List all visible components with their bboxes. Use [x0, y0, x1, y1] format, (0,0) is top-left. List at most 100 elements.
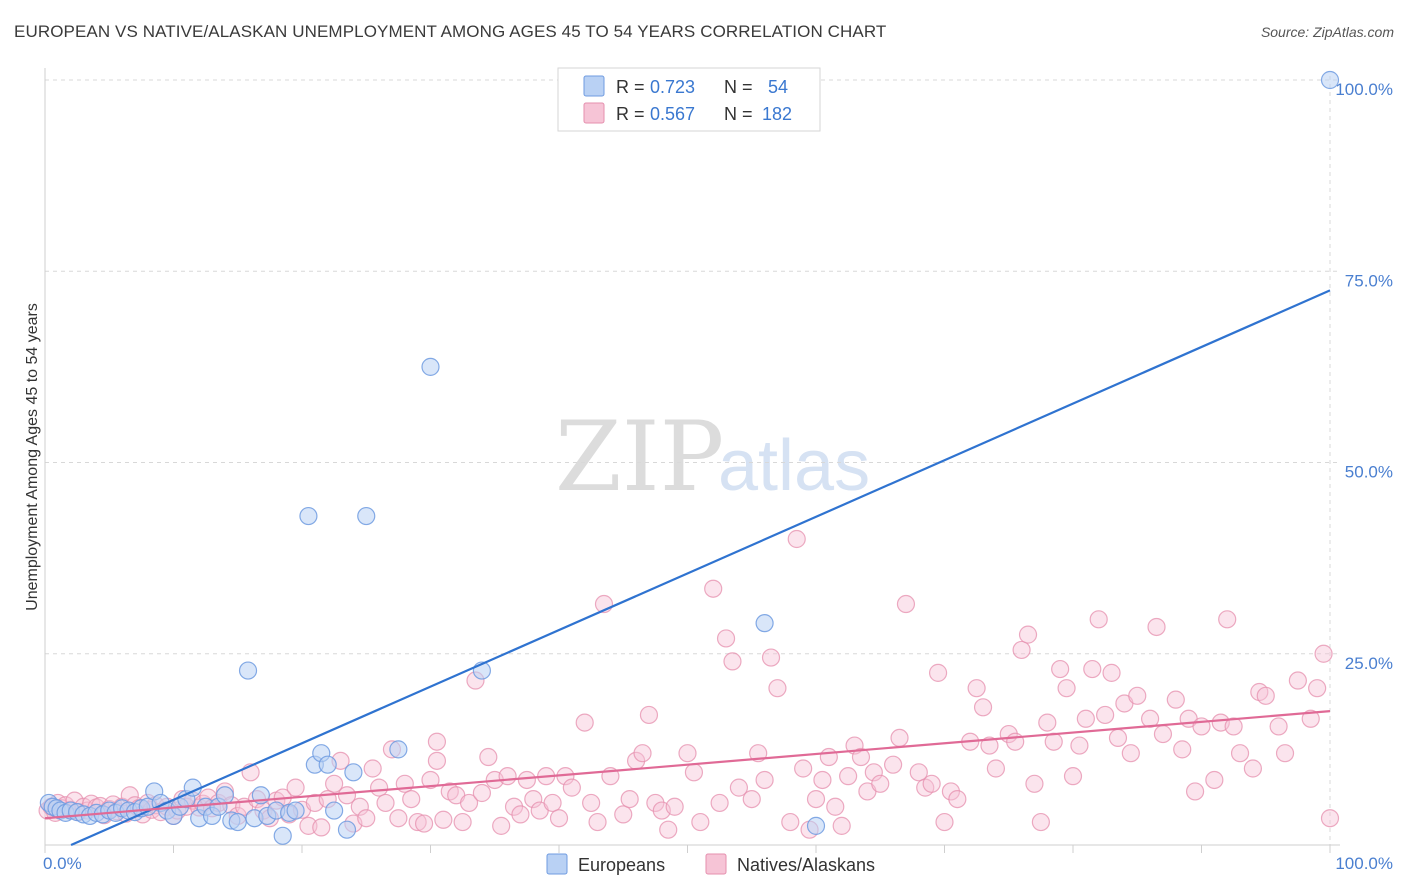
- bottom-legend: Europeans Natives/Alaskans: [546, 853, 875, 875]
- natives-point: [691, 812, 710, 832]
- natives-point: [620, 789, 639, 809]
- natives-point: [363, 759, 382, 778]
- natives-point: [1083, 659, 1102, 679]
- watermark-atlas: atlas: [718, 426, 870, 506]
- natives-point: [414, 814, 434, 833]
- natives-point: [851, 747, 871, 767]
- bottom-legend-label-natives: Natives/Alaskans: [737, 855, 875, 875]
- natives-point: [659, 820, 678, 839]
- natives-point: [928, 663, 948, 682]
- natives-point: [543, 793, 562, 813]
- natives-point: [1121, 744, 1140, 763]
- europeans-point: [215, 786, 234, 805]
- natives-point: [1051, 659, 1070, 679]
- natives-point: [948, 789, 967, 809]
- natives-point: [517, 770, 536, 790]
- europeans-point: [273, 826, 292, 845]
- natives-point: [935, 812, 954, 832]
- natives-point: [755, 770, 774, 790]
- europeans-point: [1320, 70, 1340, 90]
- natives-point: [1243, 759, 1263, 778]
- natives-point: [312, 818, 331, 837]
- legend-r-value-natives: 0.567: [650, 104, 695, 124]
- legend-n-label-europeans: N =: [724, 77, 753, 97]
- trend-layer: [44, 289, 1331, 847]
- natives-point: [614, 805, 633, 824]
- natives-point: [1025, 774, 1044, 793]
- natives-point: [370, 778, 389, 797]
- natives-point: [716, 629, 736, 648]
- natives-point: [890, 728, 909, 748]
- natives-point: [729, 778, 749, 797]
- legend-swatch-natives: [583, 102, 605, 124]
- natives-point: [325, 774, 344, 793]
- natives-point: [1063, 767, 1083, 786]
- natives-point: [813, 770, 832, 790]
- natives-point: [1166, 690, 1185, 709]
- natives-point: [896, 594, 916, 614]
- natives-point: [421, 770, 440, 790]
- europeans-point: [238, 661, 258, 680]
- natives-point: [402, 789, 421, 809]
- bottom-legend-swatch-natives: [705, 853, 727, 875]
- europeans-point: [299, 506, 318, 526]
- natives-point: [350, 797, 369, 816]
- axis-layer: 25.0% 50.0% 75.0% 100.0% 0.0% 100.0%: [43, 68, 1393, 873]
- natives-point: [871, 774, 890, 793]
- natives-point: [909, 763, 928, 782]
- natives-point: [1308, 679, 1327, 698]
- natives-point: [562, 778, 581, 797]
- x-tick-label: 100.0%: [1335, 854, 1393, 873]
- natives-point: [684, 763, 704, 782]
- legend-r-label-europeans: R =: [616, 77, 645, 97]
- natives-point: [986, 759, 1006, 778]
- natives-point: [408, 812, 427, 832]
- natives-point: [710, 793, 729, 813]
- europeans-point: [357, 506, 376, 526]
- natives-point: [1314, 644, 1333, 663]
- natives-point: [1031, 812, 1050, 832]
- natives-point: [1230, 744, 1250, 763]
- natives-point: [704, 579, 723, 598]
- natives-point: [1275, 744, 1295, 763]
- natives-point: [665, 797, 684, 816]
- natives-point: [1070, 736, 1089, 755]
- watermark-zip: ZIP: [555, 401, 724, 513]
- natives-point: [794, 759, 813, 778]
- natives-point: [582, 793, 601, 813]
- natives-point: [1044, 732, 1063, 751]
- natives-point: [427, 751, 447, 770]
- natives-point: [839, 767, 858, 786]
- natives-point: [787, 529, 806, 549]
- y-tick-label: 100.0%: [1335, 80, 1393, 99]
- europeans-point: [421, 357, 440, 376]
- grid-layer: [45, 76, 1340, 845]
- natives-point: [832, 816, 851, 835]
- natives-point: [549, 809, 569, 828]
- y-tick-label: 25.0%: [1345, 654, 1393, 673]
- natives-point: [1012, 640, 1031, 660]
- natives-point: [1173, 740, 1192, 759]
- natives-point: [1205, 770, 1224, 790]
- watermark: ZIP atlas: [555, 401, 870, 513]
- natives-point: [1108, 728, 1128, 748]
- natives-point: [1018, 625, 1038, 644]
- natives-point: [376, 793, 395, 813]
- natives-point: [633, 744, 652, 763]
- natives-point: [1038, 713, 1057, 732]
- natives-trendline: [44, 710, 1331, 820]
- natives-point: [922, 774, 941, 793]
- europeans-point: [337, 820, 357, 839]
- natives-point: [768, 679, 787, 698]
- natives-point: [1320, 809, 1340, 828]
- natives-point: [1140, 709, 1160, 728]
- x-tick-label: 0.0%: [43, 854, 82, 873]
- natives-point: [723, 652, 742, 671]
- natives-point: [1057, 679, 1076, 698]
- europeans-point: [389, 740, 408, 759]
- natives-point: [761, 648, 781, 667]
- natives-point: [453, 812, 472, 832]
- natives-point: [427, 732, 447, 751]
- natives-point: [389, 809, 408, 828]
